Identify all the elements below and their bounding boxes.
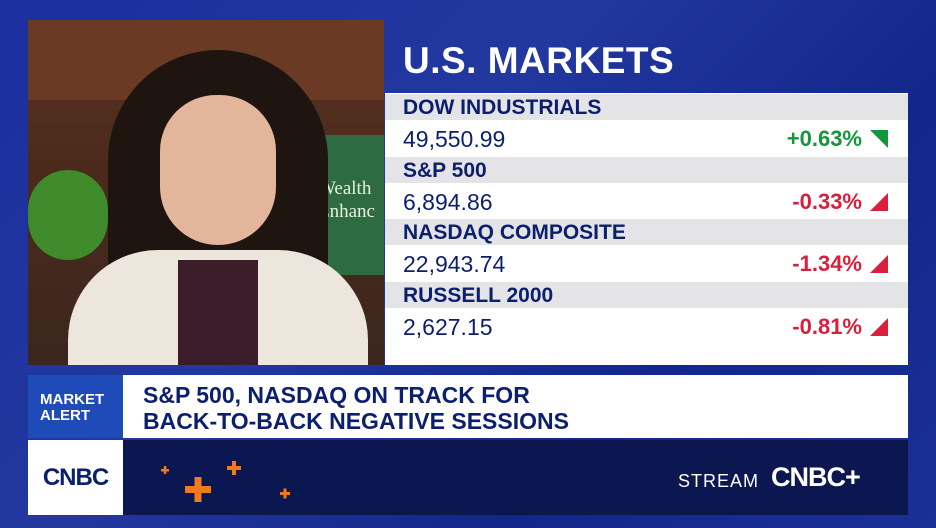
arrow-shape <box>870 317 888 336</box>
headline-line: BACK-TO-BACK NEGATIVE SESSIONS <box>143 408 569 434</box>
change-arrow <box>870 317 888 336</box>
stream-logo: CNBC+ <box>771 462 861 492</box>
market-change: +0.63% <box>786 126 862 151</box>
top <box>178 260 258 365</box>
cnbc-logo: CNBC <box>28 440 123 515</box>
face <box>160 95 276 245</box>
market-name: S&P 500 <box>385 156 908 183</box>
alert-label-text: ALERT <box>40 407 90 424</box>
market-name: DOW INDUSTRIALS <box>385 94 908 120</box>
market-change: -1.34% <box>792 251 862 276</box>
sign-text: Enhanc <box>318 201 375 222</box>
market-value: 2,627.15 <box>403 313 493 340</box>
market-value: 22,943.74 <box>403 251 506 277</box>
panel-title: U.S. MARKETS <box>403 40 675 81</box>
sign-text: Wealth <box>318 178 372 199</box>
markets-panel: DOW INDUSTRIALS 49,550.99 +0.63% S&P 500 6,8… <box>385 93 908 365</box>
arrow-shape <box>870 255 888 273</box>
headline-line: S&P 500, NASDAQ ON TRACK FOR <box>143 382 530 408</box>
market-change: -0.81% <box>792 313 862 339</box>
stream-text: STREAM <box>678 471 760 491</box>
change-arrow <box>870 130 888 148</box>
market-value: 6,894.86 <box>403 188 493 215</box>
market-change: -0.33% <box>792 188 862 214</box>
plant <box>28 170 108 260</box>
alert-label: MARKET ALERT <box>28 375 123 438</box>
video-feed: Wealth Enhanc <box>28 20 384 365</box>
alert-headline: S&P 500, NASDAQ ON TRACK FOR BACK-TO-BAC… <box>123 375 908 438</box>
arrow-shape <box>870 130 888 148</box>
market-name: RUSSELL 2000 <box>385 281 908 308</box>
change-arrow <box>870 192 888 211</box>
footer-bar: STREAM CNBC+ <box>123 440 908 515</box>
arrow-shape <box>870 192 888 211</box>
change-arrow <box>870 255 888 273</box>
decor-plus <box>161 461 290 502</box>
market-value: 49,550.99 <box>403 126 506 152</box>
market-name: NASDAQ COMPOSITE <box>385 219 908 245</box>
alert-label-text: MARKET <box>40 391 105 408</box>
